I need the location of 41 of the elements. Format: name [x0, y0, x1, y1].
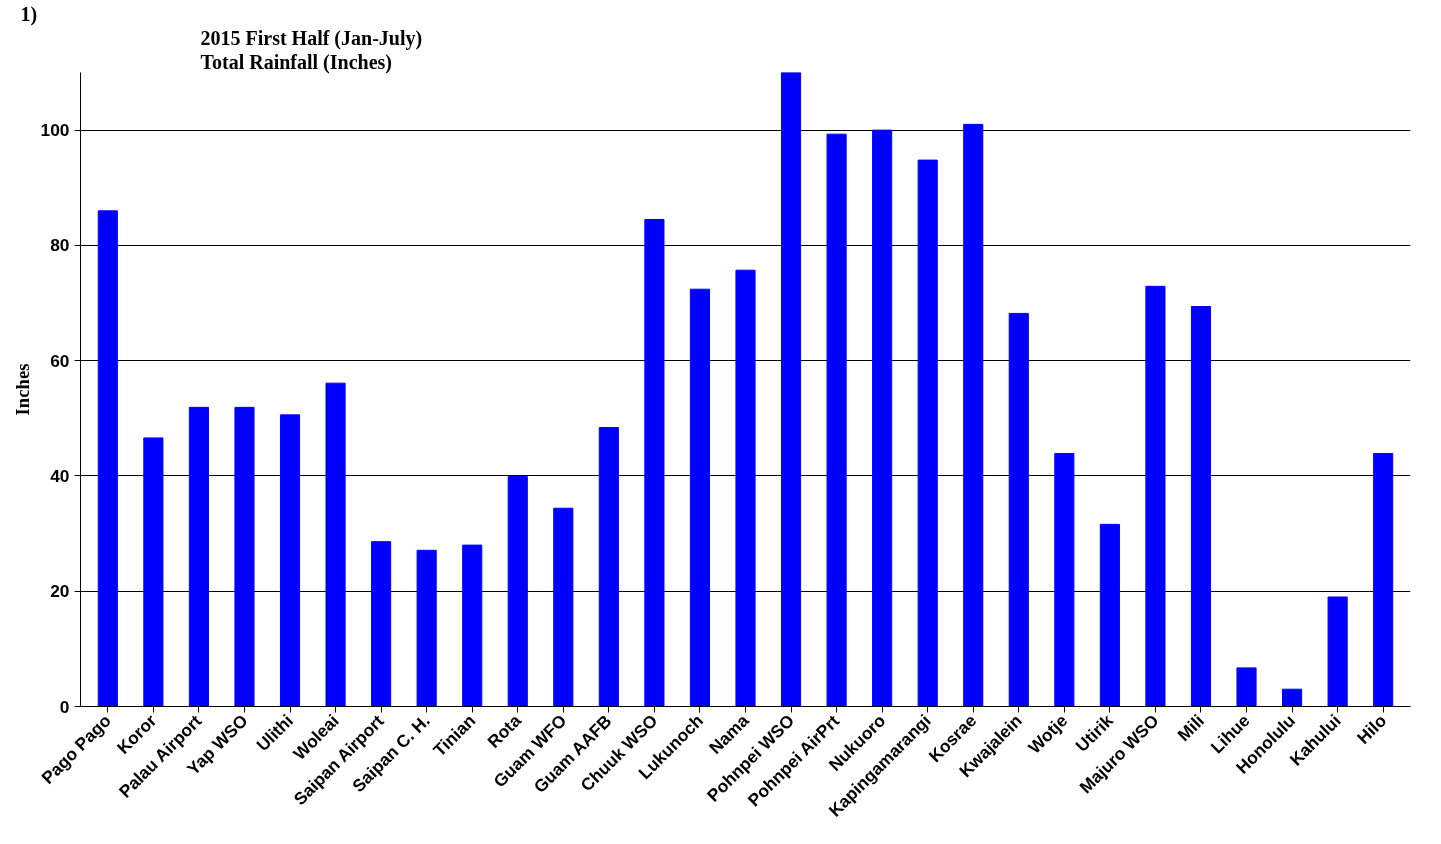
bar — [644, 218, 665, 707]
bar — [325, 382, 346, 707]
x-tick-label: Mili — [1173, 710, 1209, 745]
bar — [371, 541, 392, 707]
bar — [1236, 667, 1257, 707]
bar — [279, 414, 301, 707]
bar — [1327, 596, 1348, 707]
bar — [97, 210, 118, 707]
bar — [1008, 312, 1029, 707]
bar — [462, 544, 483, 707]
y-tick-label: 20 — [50, 581, 70, 602]
y-tick-label: 0 — [59, 696, 70, 717]
bar — [826, 133, 847, 707]
x-tick-label: Hilo — [1352, 710, 1391, 748]
chart-subtitle: Total Rainfall (Inches) — [200, 50, 393, 74]
bar — [872, 129, 893, 707]
y-tick-label: 60 — [50, 350, 70, 371]
bar — [780, 72, 802, 707]
y-tick-label: 40 — [50, 465, 70, 486]
bar — [917, 159, 938, 707]
bar — [735, 269, 756, 707]
bar — [1373, 452, 1394, 707]
bar — [1190, 306, 1212, 707]
bar — [188, 406, 209, 707]
bar — [507, 476, 528, 707]
bar — [1054, 452, 1075, 707]
bar — [689, 288, 711, 707]
bar — [598, 427, 619, 707]
bar — [1145, 285, 1166, 707]
y-tick-label: 80 — [50, 235, 70, 256]
bar — [234, 406, 255, 707]
text: 1) — [20, 2, 38, 26]
bar — [416, 549, 437, 707]
chart-title: 2015 First Half (Jan-July) — [200, 26, 423, 50]
bar — [1282, 688, 1303, 707]
y-tick-label: 100 — [40, 120, 70, 141]
bar — [1099, 523, 1120, 707]
bar — [963, 123, 984, 707]
bar — [143, 437, 164, 707]
y-axis-title: Inches — [11, 363, 33, 416]
bar — [553, 507, 574, 707]
